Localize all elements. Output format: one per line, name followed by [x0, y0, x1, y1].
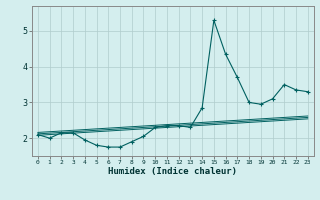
X-axis label: Humidex (Indice chaleur): Humidex (Indice chaleur)	[108, 167, 237, 176]
